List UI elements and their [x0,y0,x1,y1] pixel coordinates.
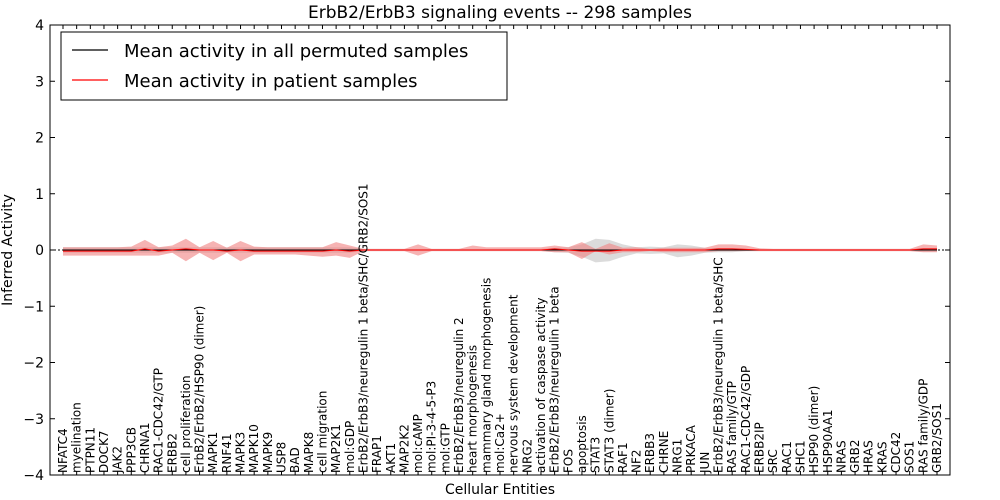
x-tick-label: ErbB2/ErbB3/neuregulin 1 beta/SHC [712,257,726,473]
series-line-patient [63,248,937,252]
x-tick-label: MAPK8 [302,432,316,473]
x-tick-label: PTPN11 [83,427,97,473]
plot-frame [49,24,951,476]
legend-label-patient: Mean activity in patient samples [124,71,418,92]
y-tick-label: −2 [23,356,44,372]
x-tick-label: ERBB3 [643,433,657,473]
x-tick-label: SHC1 [793,440,807,473]
x-tick-label: RAS family/GDP [916,379,930,473]
y-tick-label: 0 [35,243,44,259]
x-tick-label: cell migration [316,391,330,473]
x-tick-label: RAC1 [780,441,794,473]
x-tick-label: CDC42 [889,432,903,473]
x-tick-label: KRAS [875,441,889,473]
x-tick-label: myelination [70,402,84,473]
x-axis-ticks: NFATC4 myelination PTPN11 DOCK7 JAK2 PPP3CB CH… [56,25,944,475]
x-tick-label: PRKACA [684,424,698,473]
y-tick-label: −4 [23,468,44,484]
x-tick-label: AKT1 [384,443,398,473]
x-tick-label: mol:GDP [343,421,357,473]
x-tick-label: DOCK7 [97,430,111,473]
series-lines [63,248,937,252]
x-tick-label: mol:GTP [438,423,452,473]
x-tick-label: CHRNA1 [138,422,152,473]
x-axis-label: Cellular Entities [445,482,555,498]
x-tick-label: RAC1-CDC42/GDP [739,366,753,473]
x-tick-label: HSP90AA1 [821,409,835,473]
x-tick-label: ErbB2/ErbB3/neuregulin 2 [452,317,466,473]
x-tick-label: STAT3 (dimer) [602,389,616,473]
x-tick-label: FRAP1 [370,435,384,473]
x-tick-label: PPP3CB [124,427,138,473]
x-tick-label: MAP2K2 [397,424,411,473]
x-tick-label: MAPK10 [247,424,261,473]
x-tick-label: SRC [766,449,780,473]
legend: Mean activity in all permuted samples Me… [60,31,508,101]
x-tick-label: USP8 [275,442,289,473]
x-tick-label: RAS family/GTP [725,381,739,473]
x-tick-label: apoptosis [575,415,589,473]
x-tick-label: CHRNE [657,431,671,473]
x-tick-label: heart morphogenesis [466,345,480,473]
y-tick-label: −1 [23,299,44,315]
y-axis-ticks: −4 −3 −2 −1 0 1 2 3 4 [23,18,950,484]
chart-title: ErbB2/ErbB3 signaling events -- 298 samp… [308,3,692,23]
x-tick-label: ErbB2/ErbB3/neuregulin 1 beta/SHC/GRB2/S… [356,183,370,473]
x-tick-label: MAPK3 [234,432,248,473]
x-tick-label: NRAS [834,440,848,473]
x-tick-label: RNF41 [220,434,234,474]
legend-box [60,31,508,101]
x-tick-label: MAP2K1 [329,424,343,473]
x-tick-label: mol:cAMP [411,414,425,473]
y-tick-label: 3 [35,74,44,90]
x-tick-label: nervous system development [507,294,521,473]
x-tick-label: GRB2 [848,439,862,473]
x-tick-label: SOS1 [903,441,917,473]
x-tick-label: NRG2 [520,439,534,473]
x-tick-label: GRB2/SOS1 [930,403,944,473]
legend-label-permuted: Mean activity in all permuted samples [124,41,468,62]
y-tick-label: 2 [35,131,44,147]
x-tick-label: STAT3 [589,437,603,473]
x-tick-label: ERBB2IP [753,422,767,473]
y-tick-label: 4 [35,18,44,34]
x-tick-label: NRG1 [671,439,685,473]
x-tick-label: ERBB2 [165,433,179,473]
x-tick-label: MAPK1 [206,432,220,473]
x-tick-label: FOS [561,449,575,473]
x-tick-label: RAF1 [616,442,630,473]
y-tick-label: 1 [35,187,44,203]
x-tick-label: JUN [698,452,712,474]
y-tick-label: −3 [23,412,44,428]
x-tick-label: HSP90 (dimer) [807,386,821,473]
x-tick-label: NFATC4 [56,428,70,473]
x-tick-label: HRAS [862,440,876,473]
x-tick-label: NF2 [630,449,644,473]
y-axis-label: Inferred Activity [0,194,16,306]
x-tick-label: ErbB2/ErbB2/HSP90 (dimer) [193,306,207,473]
x-tick-label: activation of caspase activity [534,298,548,473]
x-tick-label: JAK2 [111,446,125,474]
x-tick-label: mol:PI-3-4-5-P3 [425,381,439,473]
x-tick-label: mol:Ca2+ [493,413,507,473]
x-tick-label: cell proliferation [179,375,193,473]
x-tick-label: RAC1-CDC42/GTP [152,368,166,473]
x-tick-label: BAD [288,447,302,473]
x-tick-label: mammary gland morphogenesis [479,278,493,473]
x-tick-label: ErbB2/ErbB3/neuregulin 1 beta [548,286,562,473]
x-tick-label: MAPK9 [261,432,275,473]
